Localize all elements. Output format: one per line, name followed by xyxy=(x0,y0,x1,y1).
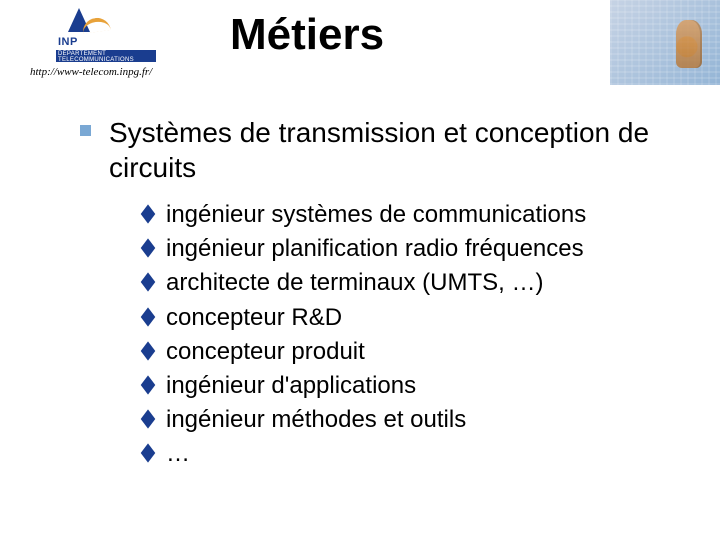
list-item: … xyxy=(142,438,690,469)
square-bullet-icon xyxy=(80,125,91,136)
diamond-bullet-icon xyxy=(141,444,156,463)
diamond-bullet-icon xyxy=(141,341,156,360)
list-item: ingénieur planification radio fréquences xyxy=(142,233,690,264)
slide: INP DÉPARTEMENT TELECOMMUNICATIONS http:… xyxy=(0,0,720,540)
list-item: concepteur R&D xyxy=(142,302,690,333)
list-item-text: ingénieur d'applications xyxy=(166,370,416,401)
logo-text: INP xyxy=(58,36,78,48)
list-item-text: ingénieur planification radio fréquences xyxy=(166,233,584,264)
logo-bar: DÉPARTEMENT TELECOMMUNICATIONS xyxy=(56,50,156,62)
list-item: ingénieur systèmes de communications xyxy=(142,199,690,230)
diamond-bullet-icon xyxy=(141,375,156,394)
slide-title: Métiers xyxy=(230,10,384,60)
sublist: ingénieur systèmes de communications ing… xyxy=(142,199,690,470)
diamond-bullet-icon xyxy=(141,204,156,223)
list-item: ingénieur méthodes et outils xyxy=(142,404,690,435)
logo-bar-line2: TELECOMMUNICATIONS xyxy=(58,57,154,63)
diamond-bullet-icon xyxy=(141,409,156,428)
list-item: architecte de terminaux (UMTS, …) xyxy=(142,267,690,298)
diamond-bullet-icon xyxy=(141,239,156,258)
heading-text: Systèmes de transmission et conception d… xyxy=(109,115,690,185)
corner-decorative-image xyxy=(610,0,720,85)
list-item-text: … xyxy=(166,438,190,469)
list-item-text: architecte de terminaux (UMTS, …) xyxy=(166,267,543,298)
list-item: ingénieur d'applications xyxy=(142,370,690,401)
logo: INP DÉPARTEMENT TELECOMMUNICATIONS xyxy=(28,8,158,68)
list-item-text: concepteur R&D xyxy=(166,302,342,333)
list-item-text: ingénieur méthodes et outils xyxy=(166,404,466,435)
heading-row: Systèmes de transmission et conception d… xyxy=(80,115,690,185)
list-item-text: ingénieur systèmes de communications xyxy=(166,199,586,230)
content: Systèmes de transmission et conception d… xyxy=(80,115,690,473)
diamond-bullet-icon xyxy=(141,273,156,292)
list-item: concepteur produit xyxy=(142,336,690,367)
list-item-text: concepteur produit xyxy=(166,336,365,367)
source-url: http://www-telecom.inpg.fr/ xyxy=(30,66,152,78)
diamond-bullet-icon xyxy=(141,307,156,326)
header: INP DÉPARTEMENT TELECOMMUNICATIONS http:… xyxy=(0,0,720,100)
